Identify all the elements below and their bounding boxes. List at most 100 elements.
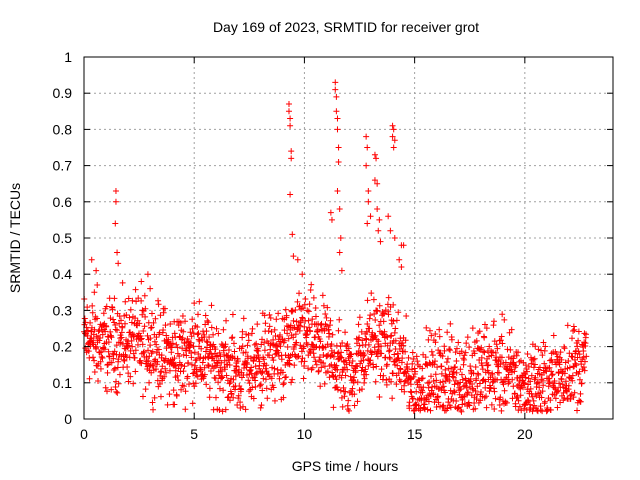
data-point [450,368,457,375]
data-point [385,213,392,220]
data-point [310,294,317,301]
data-point [123,312,130,319]
data-point [428,373,435,380]
data-point [562,378,569,385]
data-point [521,380,528,387]
data-point [166,367,173,374]
data-point [129,331,136,338]
data-point [490,322,497,329]
data-point [489,371,496,378]
data-point [483,393,490,400]
data-point [529,408,536,415]
data-point [294,298,301,305]
data-point [194,324,201,331]
data-point [148,310,155,317]
data-point [290,317,297,324]
data-point [488,401,495,408]
data-point [338,374,345,381]
data-point [481,349,488,356]
data-point [518,407,525,414]
data-point [531,361,538,368]
data-point [401,369,408,376]
data-point [263,362,270,369]
data-point [403,313,410,320]
data-point [558,375,565,382]
data-point [506,378,513,385]
data-point [219,374,226,381]
data-point [334,386,341,393]
data-point [144,271,151,278]
data-point [324,368,331,375]
data-point [97,365,104,372]
data-point [160,309,167,316]
data-point [532,343,539,350]
data-point [301,358,308,365]
data-point [372,378,379,385]
data-point [307,328,314,335]
data-point [360,357,367,364]
data-point [195,330,202,337]
data-point [103,323,110,330]
data-point [152,315,159,322]
data-point [532,405,539,412]
data-point [239,343,246,350]
data-point [272,351,279,358]
data-point [220,387,227,394]
data-point [89,302,96,309]
y-tick-label: 0.4 [53,266,73,282]
data-point [187,339,194,346]
data-point [488,352,495,359]
data-point [197,367,204,374]
data-point [239,328,246,335]
data-point [520,384,527,391]
data-point [227,397,234,404]
data-point [446,346,453,353]
data-point [359,337,366,344]
data-point [201,371,208,378]
data-point [125,378,132,385]
data-point [374,180,381,187]
data-point [102,384,109,391]
data-point [356,342,363,349]
data-point [537,407,544,414]
data-point [313,361,320,368]
data-point [108,359,115,366]
data-point [187,329,194,336]
data-point [131,354,138,361]
x-tick-label: 0 [80,426,88,442]
data-point [465,399,472,406]
data-point [130,380,137,387]
data-point [531,355,538,362]
data-point [454,405,461,412]
data-point [237,399,244,406]
data-point [204,353,211,360]
data-point [334,366,341,373]
data-point [86,375,93,382]
data-point [230,376,237,383]
data-point [542,343,549,350]
data-point [202,348,209,355]
data-point [288,155,295,162]
data-point [133,298,140,305]
data-point [188,361,195,368]
data-point [261,347,268,354]
data-point [335,144,342,151]
y-tick-label: 0.2 [53,339,73,355]
data-point [204,339,211,346]
data-point [143,354,150,361]
data-point [361,379,368,386]
data-point [553,350,560,357]
data-point [399,339,406,346]
data-point [372,332,379,339]
data-point [447,320,454,327]
y-tick-label: 0.7 [53,158,73,174]
data-point [184,373,191,380]
data-point [351,402,358,409]
data-point [162,322,169,329]
data-point [232,373,239,380]
data-point [205,319,212,326]
data-point [268,375,275,382]
data-point [441,347,448,354]
data-point [113,388,120,395]
data-point [183,352,190,359]
